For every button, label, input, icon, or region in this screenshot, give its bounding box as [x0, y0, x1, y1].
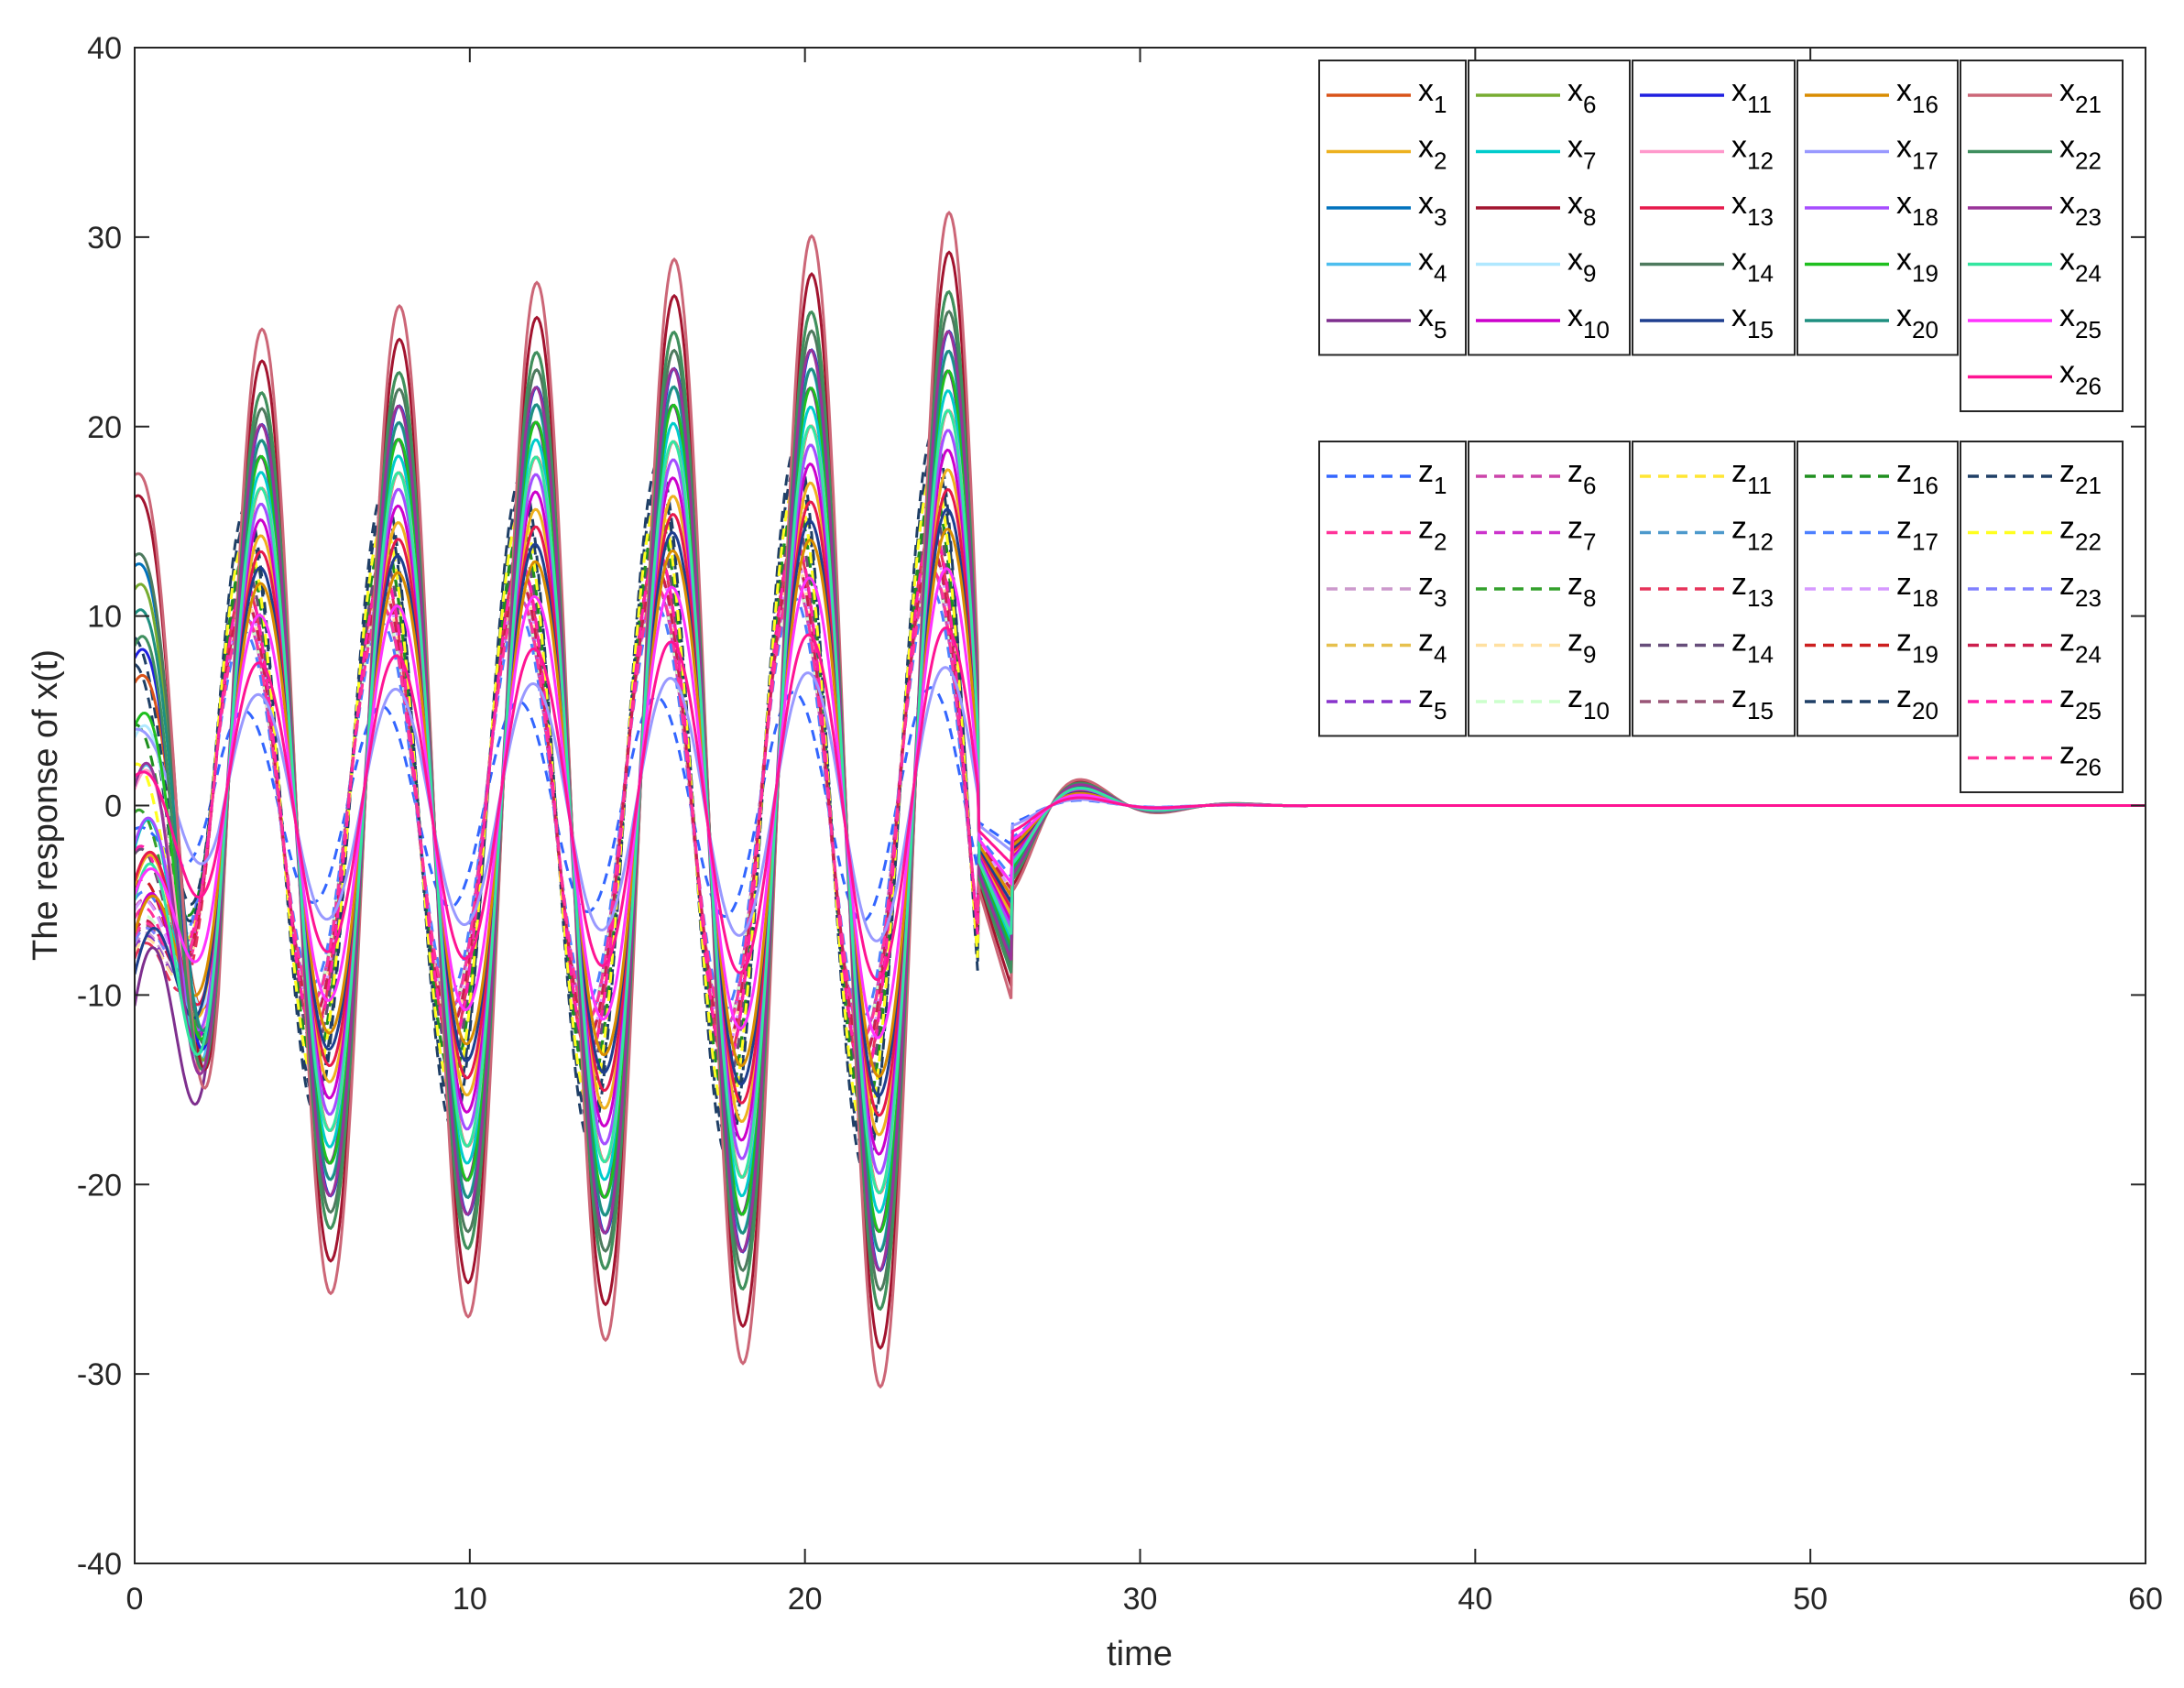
y-tick-label: -10 [77, 978, 122, 1013]
legend-label-x9: x9 [1567, 243, 1596, 288]
legend-label-z7: z7 [1567, 511, 1596, 556]
legend-label-x16: x16 [1896, 73, 1938, 118]
legend-label-x17: x17 [1896, 130, 1938, 175]
y-tick-label: 0 [104, 790, 122, 824]
legend-label-z9: z9 [1567, 624, 1596, 669]
legend-label-x5: x5 [1418, 299, 1447, 343]
legend-label-x1: x1 [1418, 73, 1447, 118]
series-line-x26 [135, 626, 2146, 982]
legend-label-z17: z17 [1896, 511, 1938, 556]
legend-label-z16: z16 [1896, 454, 1938, 499]
legend-label-x14: x14 [1731, 243, 1774, 288]
legend-label-z10: z10 [1567, 680, 1610, 724]
legend-label-x11: x11 [1731, 73, 1772, 118]
legend-label-x13: x13 [1731, 186, 1774, 231]
legend-label-x2: x2 [1418, 130, 1447, 175]
legend-label-z20: z20 [1896, 680, 1938, 724]
legend-label-x21: x21 [2059, 73, 2102, 118]
legend-box [1960, 441, 2124, 793]
y-axis-label: The response of x(t) [27, 649, 65, 961]
legend-label-x19: x19 [1896, 243, 1938, 288]
legend-box [1960, 60, 2124, 412]
y-tick-label: 10 [87, 600, 122, 635]
x-tick-label: 60 [2128, 1582, 2163, 1617]
legend-label-z14: z14 [1731, 624, 1774, 669]
legend-label-z21: z21 [2059, 454, 2102, 499]
y-tick-label: 20 [87, 410, 122, 445]
y-tick-label: 40 [87, 31, 122, 66]
legend-label-z19: z19 [1896, 624, 1938, 669]
legend-label-z24: z24 [2059, 624, 2102, 669]
legend-label-z1: z1 [1418, 454, 1447, 499]
legend-label-x12: x12 [1731, 130, 1774, 175]
legend-label-z18: z18 [1896, 567, 1938, 612]
legend-label-z4: z4 [1418, 624, 1447, 669]
legend-label-x18: x18 [1896, 186, 1938, 231]
x-tick-label: 30 [1123, 1582, 1158, 1617]
legend-label-x22: x22 [2059, 130, 2102, 175]
legend-label-z8: z8 [1567, 567, 1596, 612]
legend-label-z13: z13 [1731, 567, 1774, 612]
legend-label-x10: x10 [1567, 299, 1610, 343]
x-axis-label: time [1107, 1635, 1173, 1673]
legend-label-z5: z5 [1418, 680, 1447, 724]
y-tick-label: -30 [77, 1357, 122, 1392]
legend-label-z23: z23 [2059, 567, 2102, 612]
legend-label-x20: x20 [1896, 299, 1938, 343]
x-tick-label: 40 [1458, 1582, 1492, 1617]
y-tick-label: -20 [77, 1168, 122, 1203]
legend-label-x26: x26 [2059, 355, 2102, 400]
legend-label-x6: x6 [1567, 73, 1596, 118]
legend-label-x23: x23 [2059, 186, 2102, 231]
legend-label-z12: z12 [1731, 511, 1774, 556]
legend: x1 x2 x3 x4 x5 x6 x7 x8 x9 x10 x11 x12 x13 x14 x15 x16 x… [1318, 60, 2124, 793]
legend-label-z25: z25 [2059, 680, 2102, 724]
legend-label-x15: x15 [1731, 299, 1774, 343]
legend-label-x25: x25 [2059, 299, 2102, 343]
legend-label-x3: x3 [1418, 186, 1447, 231]
x-tick-label: 20 [788, 1582, 823, 1617]
legend-label-z2: z2 [1418, 511, 1447, 556]
legend-label-z3: z3 [1418, 567, 1447, 612]
legend-label-z6: z6 [1567, 454, 1596, 499]
legend-label-z22: z22 [2059, 511, 2102, 556]
legend-label-x7: x7 [1567, 130, 1596, 175]
legend-label-z15: z15 [1731, 680, 1774, 724]
legend-label-z26: z26 [2059, 736, 2102, 781]
x-tick-label: 0 [126, 1582, 144, 1617]
legend-label-z11: z11 [1731, 454, 1772, 499]
legend-label-x8: x8 [1567, 186, 1596, 231]
ticks-layer: 0 10 20 30 40 50 60 -40 -30 -20 -10 0 10 20 30 40 [77, 31, 2163, 1617]
x-tick-label: 50 [1793, 1582, 1828, 1617]
legend-label-x4: x4 [1418, 243, 1447, 288]
legend-label-x24: x24 [2059, 243, 2102, 288]
series-layer [135, 211, 2146, 1389]
x-tick-label: 10 [453, 1582, 487, 1617]
y-tick-label: -40 [77, 1547, 122, 1582]
y-tick-label: 30 [87, 221, 122, 256]
